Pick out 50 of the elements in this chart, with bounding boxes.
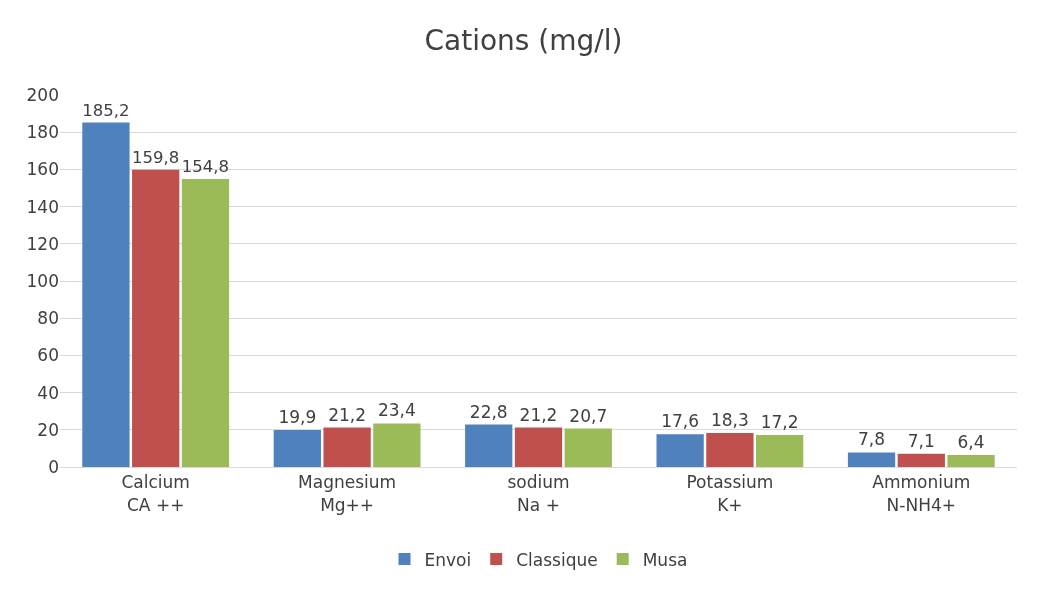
data-label: 22,8 (469, 401, 508, 422)
bar (656, 434, 704, 467)
data-label: 19,9 (278, 406, 317, 427)
bar (564, 428, 612, 467)
x-tick-label: Potassium K+ (686, 472, 774, 515)
y-tick-label: 60 (37, 345, 59, 366)
bar (273, 429, 321, 467)
data-label: 18,3 (710, 409, 749, 430)
data-label: 21,2 (328, 404, 367, 425)
data-label: 17,6 (661, 411, 700, 432)
data-label: 21,2 (519, 404, 558, 425)
bar (706, 432, 754, 467)
x-tick-label: Calcium CA ++ (121, 472, 190, 515)
y-tick-label: 120 (26, 233, 59, 254)
y-tick-label: 200 (26, 84, 59, 105)
chart-title: Cations (mg/l) (424, 23, 623, 57)
x-tick-label: sodium Na + (507, 472, 570, 515)
y-tick-label: 0 (48, 456, 59, 477)
data-label: 20,7 (569, 405, 608, 426)
legend-label: Musa (642, 549, 688, 570)
y-tick-label: 40 (37, 382, 59, 403)
x-tick-label: Ammonium N-NH4+ (872, 472, 971, 515)
y-tick-label: 80 (37, 308, 59, 329)
data-label: 7,1 (907, 430, 935, 451)
bar (847, 452, 896, 467)
bar (756, 435, 804, 467)
bar (373, 423, 421, 467)
data-label: 17,2 (760, 412, 799, 433)
y-tick-label: 140 (26, 196, 59, 217)
bar (181, 179, 230, 467)
bar (323, 427, 371, 467)
bar (514, 427, 563, 467)
bar (465, 424, 513, 467)
y-tick-label: 160 (26, 159, 59, 180)
legend-label: Classique (516, 549, 598, 570)
bar (82, 122, 130, 467)
y-tick-label: 100 (26, 270, 59, 291)
bar (947, 455, 995, 467)
data-label: 23,4 (377, 400, 416, 421)
data-label: 6,4 (957, 432, 985, 453)
y-tick-label: 20 (37, 419, 59, 440)
bar (132, 169, 180, 467)
bar (897, 453, 945, 467)
y-tick-label: 180 (26, 122, 59, 143)
data-label: 159,8 (132, 147, 180, 167)
data-label: 7,8 (858, 429, 886, 450)
x-tick-label: Magnesium Mg++ (298, 472, 397, 515)
data-label: 185,2 (82, 100, 130, 120)
legend-label: Envoi (424, 549, 472, 570)
data-label: 154,8 (181, 157, 230, 177)
